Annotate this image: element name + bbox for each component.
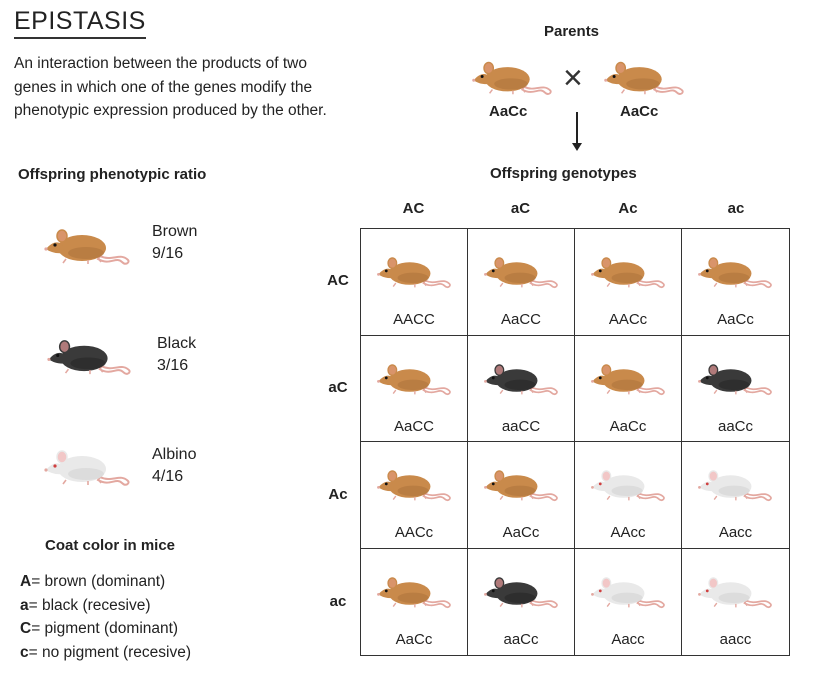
key-entry: c= no pigment (recesive) bbox=[20, 641, 191, 665]
grid-cell: AaCC bbox=[468, 229, 575, 336]
punnett-grid: AACC AaCC AACc AaCc AaCC aaCC AaCc aaCc AACc AaCc… bbox=[360, 228, 790, 656]
black-mouse-icon bbox=[45, 333, 133, 382]
parent-right-mouse-icon bbox=[602, 55, 686, 102]
grid-cell: Aacc bbox=[575, 548, 682, 655]
grid-cell: AaCc bbox=[575, 335, 682, 442]
grid-cell: AaCC bbox=[361, 335, 468, 442]
grid-cell: aaCC bbox=[468, 335, 575, 442]
ratio-brown-name: Brown bbox=[152, 223, 198, 240]
cell-genotype: AAcc bbox=[610, 524, 646, 541]
grid-cell: AACc bbox=[575, 229, 682, 336]
cell-genotype: AaCc bbox=[717, 311, 754, 328]
cell-genotype: AaCc bbox=[609, 417, 647, 435]
cell-genotype: aacc bbox=[719, 630, 752, 648]
grid-cell: AACC bbox=[361, 229, 468, 336]
cell-genotype: Aacc bbox=[611, 630, 645, 648]
cell-genotype: AaCc bbox=[502, 524, 540, 541]
column-header: ac bbox=[727, 200, 745, 217]
description: An interaction between the products of t… bbox=[14, 55, 327, 119]
key-text: = pigment (dominant) bbox=[31, 620, 179, 637]
key-entry: a= black (recesive) bbox=[20, 594, 191, 618]
grid-cell: aaCc bbox=[682, 336, 789, 442]
cross-icon: × bbox=[563, 59, 583, 97]
offspring-heading: Offspring genotypes bbox=[490, 165, 637, 182]
ratio-black: Black 3/16 bbox=[157, 333, 196, 377]
grid-cell: AaCc bbox=[361, 548, 468, 655]
key-text: = brown (dominant) bbox=[31, 573, 166, 590]
row-header: ac bbox=[329, 593, 347, 610]
parent-left-mouse-icon bbox=[470, 55, 554, 102]
row-header: aC bbox=[328, 379, 348, 396]
arrow-down-icon bbox=[572, 143, 582, 151]
ratio-albino-value: 4/16 bbox=[152, 468, 184, 485]
key-allele: A bbox=[20, 573, 32, 590]
cell-genotype: aaCC bbox=[501, 417, 541, 435]
row-header: Ac bbox=[328, 486, 348, 503]
key-allele: a bbox=[20, 596, 29, 614]
key-entry: A= brown (dominant) bbox=[20, 570, 191, 594]
grid-cell: AAcc bbox=[575, 442, 682, 549]
brown-mouse-icon bbox=[42, 222, 132, 272]
cell-genotype: AaCC bbox=[393, 417, 434, 435]
cell-genotype: AaCC bbox=[500, 311, 541, 328]
column-header: AC bbox=[402, 200, 425, 217]
parent-right-genotype: AaCc bbox=[620, 103, 659, 120]
grid-cell: AaCc bbox=[682, 229, 789, 336]
ratio-albino-name: Albino bbox=[152, 446, 197, 463]
row-header: AC bbox=[327, 272, 349, 289]
ratio-black-name: Black bbox=[157, 335, 197, 352]
cell-genotype: aaCc bbox=[503, 630, 539, 648]
ratio-albino: Albino 4/16 bbox=[152, 444, 196, 488]
cell-genotype: AACC bbox=[393, 311, 435, 328]
grid-cell: aaCc bbox=[468, 548, 575, 655]
page-title: EPISTASIS bbox=[14, 6, 146, 39]
cell-genotype: aaCc bbox=[717, 417, 754, 435]
key-heading: Coat color in mice bbox=[45, 537, 176, 554]
key-entry: C= pigment (dominant) bbox=[20, 617, 191, 641]
grid-cell: aacc bbox=[682, 549, 789, 656]
key-text: = black (recesive) bbox=[28, 596, 151, 614]
allele-key: A= brown (dominant) a= black (recesive) … bbox=[20, 570, 191, 664]
cell-genotype: Aacc bbox=[718, 524, 753, 541]
ratio-brown-value: 9/16 bbox=[152, 245, 184, 262]
key-allele: c bbox=[20, 643, 29, 661]
cell-genotype: AACc bbox=[608, 311, 648, 328]
parents-heading: Parents bbox=[544, 23, 600, 40]
cell-genotype: AACc bbox=[394, 524, 434, 541]
grid-cell: AaCc bbox=[468, 442, 575, 549]
ratio-brown: Brown 9/16 bbox=[152, 221, 197, 265]
column-header: Ac bbox=[618, 200, 638, 217]
albino-mouse-icon bbox=[42, 443, 132, 493]
key-allele: C bbox=[20, 620, 32, 637]
column-header: aC bbox=[510, 200, 531, 217]
key-text: = no pigment (recesive) bbox=[28, 643, 192, 661]
ratio-black-value: 3/16 bbox=[157, 357, 189, 374]
grid-cell: AACc bbox=[361, 442, 468, 549]
cell-genotype: AaCc bbox=[395, 630, 433, 648]
ratio-heading: Offspring phenotypic ratio bbox=[18, 166, 207, 183]
grid-cell: Aacc bbox=[682, 442, 789, 549]
arrow-line bbox=[576, 112, 578, 145]
parent-left-genotype: AaCc bbox=[489, 103, 528, 120]
